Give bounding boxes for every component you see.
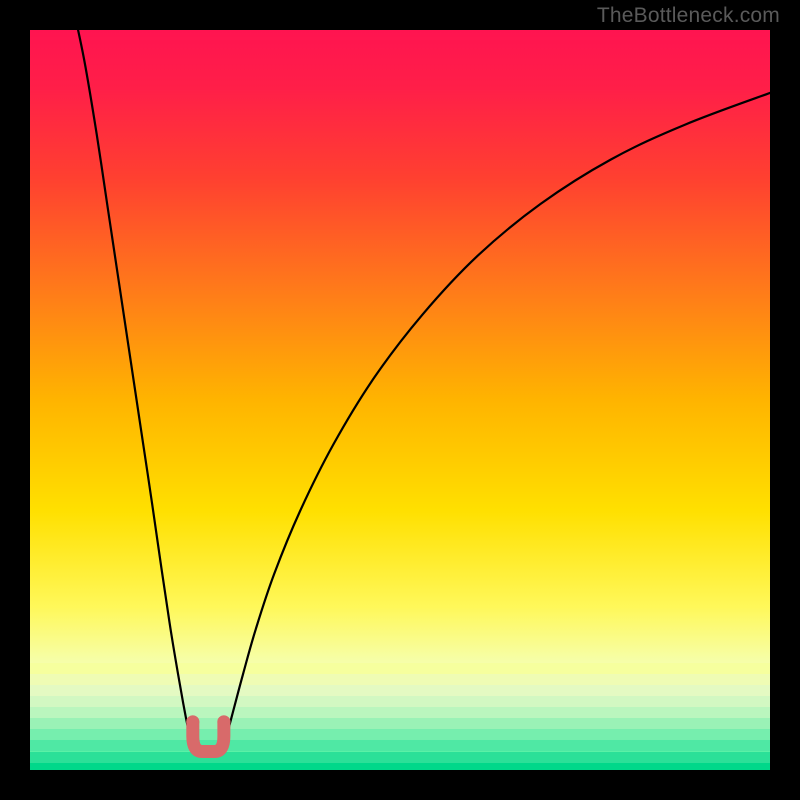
- curve-right-branch: [224, 93, 770, 744]
- valley-cap-right: [217, 715, 230, 728]
- watermark-text: TheBottleneck.com: [597, 4, 780, 28]
- bottleneck-curve: [30, 30, 770, 770]
- chart-frame: [30, 30, 770, 770]
- curve-left-branch: [78, 30, 193, 744]
- valley-cap-left: [186, 715, 199, 728]
